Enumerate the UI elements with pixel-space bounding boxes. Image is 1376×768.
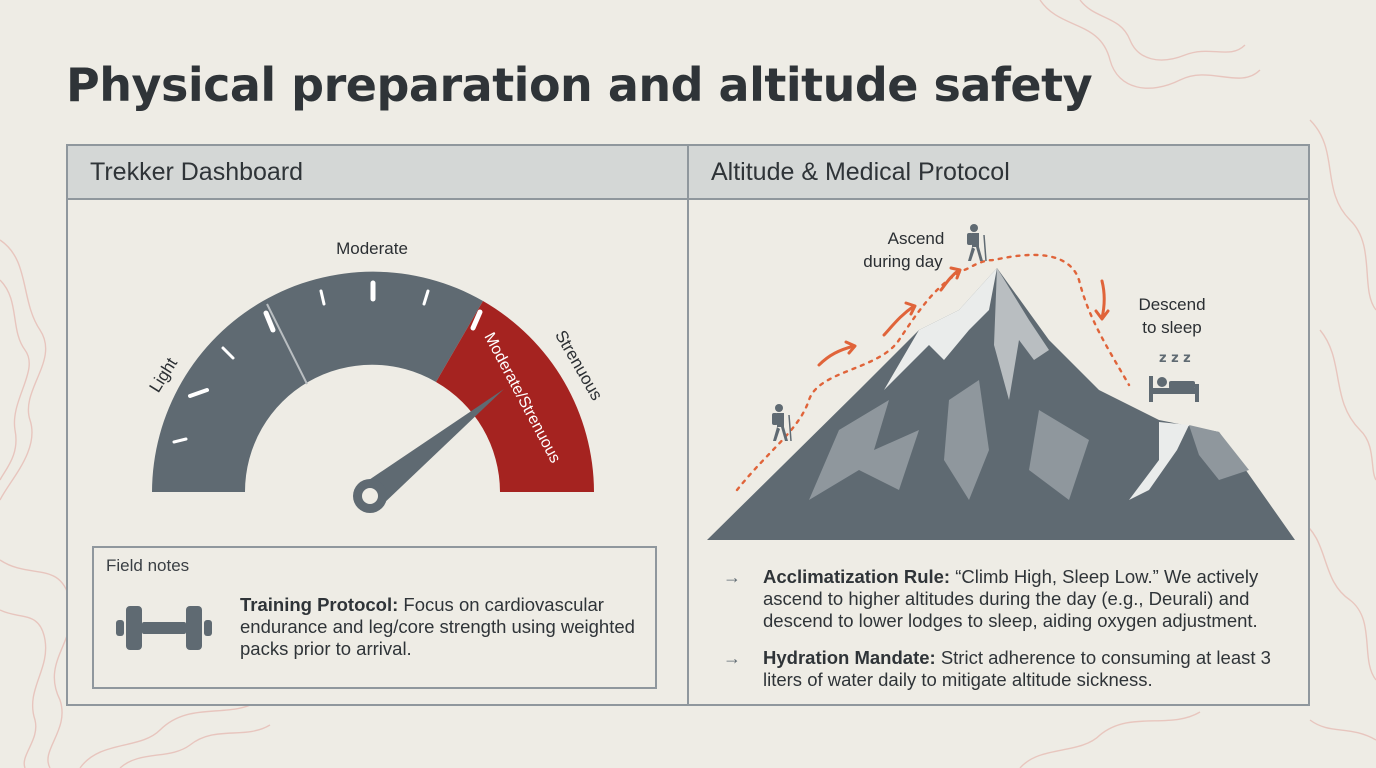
climb-high-sleep-low-diagram: Ascend during day Descend to sleep z z z — [707, 224, 1295, 540]
arrow-right-icon: → — [723, 567, 741, 587]
mountain-illustration — [707, 268, 1295, 540]
gauge-label-light: Light — [146, 354, 182, 396]
page-title: Physical preparation and altitude safety — [66, 58, 1093, 112]
dumbbell-icon — [116, 606, 212, 650]
ascend-label-line2: during day — [863, 252, 943, 271]
training-protocol-heading: Training Protocol: — [240, 594, 399, 615]
gauge-gray-arc — [152, 271, 483, 492]
hydration-heading: Hydration Mandate: — [763, 647, 936, 668]
field-notes-box: Field notes Training Protocol: Focus on … — [92, 546, 657, 689]
trekker-dashboard-header: Trekker Dashboard — [68, 146, 687, 200]
summit-hiker-icon — [967, 224, 987, 262]
descend-label-line1: Descend — [1138, 295, 1205, 314]
gauge-needle — [360, 389, 504, 507]
acclimatization-bullet: → Acclimatization Rule: “Climb High, Sle… — [723, 566, 1293, 632]
sleep-zzz: z z z — [1159, 351, 1191, 366]
hydration-bullet: → Hydration Mandate: Strict adherence to… — [723, 647, 1293, 691]
hydration-text: Strict adherence to consuming at least 3… — [763, 647, 1271, 690]
gauge-label-moderate: Moderate — [336, 239, 408, 258]
altitude-protocol-panel: Altitude & Medical Protocol — [687, 144, 1310, 706]
hiker-icon — [772, 404, 792, 442]
acclimatization-text: “Climb High, Sleep Low.” We actively asc… — [763, 566, 1259, 631]
ascend-label-line1: Ascend — [888, 229, 945, 248]
ascend-descend-path — [735, 253, 1131, 492]
gauge-red-arc — [436, 301, 594, 492]
training-protocol-body: Focus on cardiovascular endurance and le… — [240, 594, 635, 659]
field-notes-label: Field notes — [106, 556, 190, 575]
arrow-right-icon: → — [723, 648, 741, 668]
trekker-dashboard-panel: Trekker Dashboard Light Moderate Moderat… — [66, 144, 689, 706]
altitude-protocol-header: Altitude & Medical Protocol — [689, 146, 1308, 200]
descend-label-line2: to sleep — [1142, 318, 1202, 337]
orange-arrow-icon — [817, 266, 1110, 367]
protocol-bullets: → Acclimatization Rule: “Climb High, Sle… — [723, 566, 1293, 706]
difficulty-gauge: Light Moderate Moderate/Strenuous Strenu… — [146, 239, 606, 513]
acclimatization-heading: Acclimatization Rule: — [763, 566, 951, 587]
training-protocol-text: Training Protocol: Focus on cardiovascul… — [240, 594, 640, 660]
sleep-bed-icon — [1149, 376, 1199, 402]
